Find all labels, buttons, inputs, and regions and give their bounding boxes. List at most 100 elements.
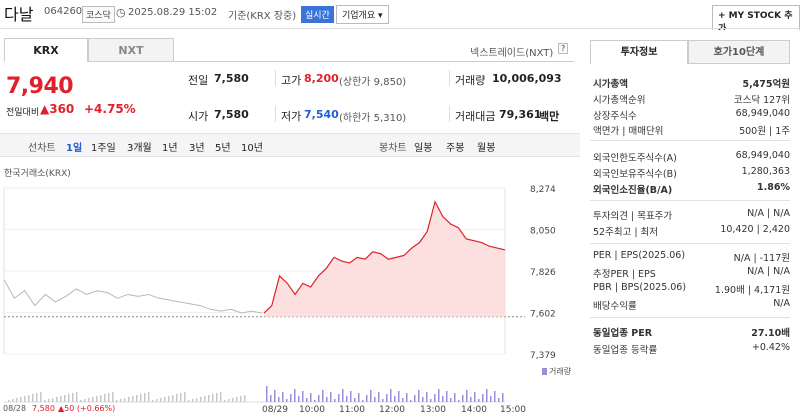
volume-bar [236, 397, 238, 402]
volume-bar [310, 393, 312, 402]
volume-bar [398, 391, 400, 402]
period-monthly-candle[interactable]: 월봉 [477, 143, 496, 154]
period-1day[interactable]: 1일 [66, 143, 83, 154]
datetime: 2025.08.29 15:02 [128, 7, 218, 18]
volume-bar [176, 394, 178, 402]
volume-bar [208, 395, 210, 402]
volume-bar [196, 398, 198, 402]
upper-limit: (상한가 9,850) [339, 77, 407, 88]
volume-bar [454, 393, 456, 402]
period-1year[interactable]: 1년 [162, 143, 178, 154]
foreign-limit-label: 외국인한도주식수(A) [593, 153, 677, 164]
volume-bar [370, 390, 372, 402]
volume-bar [152, 400, 154, 402]
x-tick-label: 13:00 [420, 405, 446, 415]
volume-bar [358, 393, 360, 402]
period-10years[interactable]: 10년 [241, 143, 263, 154]
pbr-label: PBR | BPS(2025.06) [593, 282, 687, 293]
volume-bar [418, 390, 420, 402]
x-tick-label: 08/29 [262, 405, 288, 415]
tab-invest-info[interactable]: 투자정보 [590, 40, 688, 64]
divider [590, 200, 790, 201]
tab-nxt[interactable]: NXT [88, 38, 174, 62]
tab-krx[interactable]: KRX [4, 38, 88, 62]
sector-rate-label[interactable]: 동일업종 등락률 [593, 345, 658, 356]
prev-value: 7,580 [214, 72, 249, 85]
volume-bar [430, 399, 432, 402]
period-daily-candle[interactable]: 일봉 [414, 143, 433, 154]
volume-bar [148, 392, 150, 402]
volume-bar [12, 399, 14, 402]
line-chart-label: 선차트 [28, 143, 56, 154]
shares-value: 68,949,040 [735, 108, 790, 119]
market-cap-value: 5,475억원 [742, 79, 790, 90]
volume-bar [414, 395, 416, 402]
volume-bar [474, 392, 476, 402]
foreign-hold-value: 1,280,363 [741, 166, 790, 177]
volume-bar [136, 395, 138, 402]
volume-bar [96, 396, 98, 402]
volume-bar [92, 397, 94, 402]
x-tick-label: 10:00 [299, 405, 325, 415]
volume-bar [124, 398, 126, 402]
dividend-label: 배당수익률 [593, 301, 637, 312]
52week-value: 10,420 | 2,420 [720, 224, 790, 235]
tab-ask-10[interactable]: 호가10단계 [688, 40, 790, 64]
volume-bar [168, 396, 170, 402]
volume-bar [266, 386, 268, 402]
side-panel [584, 30, 800, 419]
foreign-ratio-value: 1.86% [757, 182, 790, 193]
shares-label: 상장주식수 [593, 111, 637, 122]
volume-bar [164, 397, 166, 402]
volume-bar [216, 393, 218, 402]
period-5years[interactable]: 5년 [215, 143, 231, 154]
volume-bar [470, 397, 472, 402]
volume-bar [490, 396, 492, 402]
volume-bar [422, 397, 424, 402]
y-tick-label: 7,602 [530, 310, 556, 320]
volume-bar [24, 396, 26, 402]
company-overview-button[interactable]: 기업개요 ▾ [336, 5, 389, 24]
volume-bar [466, 390, 468, 402]
footer-prev-change: ▲50 (+0.66%) [58, 404, 116, 413]
open-label: 시가 [188, 110, 209, 123]
volume-bar [278, 397, 280, 402]
prev-day-line [3, 279, 263, 314]
help-icon[interactable]: ? [558, 43, 569, 54]
high-value: 8,200 [304, 72, 339, 85]
amount-label: 거래대금 [455, 110, 496, 123]
divider [590, 317, 790, 318]
foreign-ratio-label: 외국인소진율(B/A) [593, 185, 673, 196]
volume-bar [486, 389, 488, 402]
volume-bar [72, 393, 74, 402]
volume-bar [290, 394, 292, 402]
sector-per-label[interactable]: 동일업종 PER [593, 328, 653, 339]
stock-name: 다날 [4, 5, 34, 24]
realtime-badge[interactable]: 실시간 [301, 6, 334, 23]
dividend-value: N/A [773, 298, 790, 309]
volume-bar [354, 398, 356, 402]
volume-bar [8, 400, 10, 402]
volume-bar [120, 399, 122, 402]
52week-label: 52주최고 | 최저 [593, 227, 659, 238]
period-3years[interactable]: 3년 [189, 143, 205, 154]
volume-bar [362, 400, 364, 402]
volume-bar [44, 400, 46, 402]
period-bar [0, 133, 580, 157]
volume-bar [56, 397, 58, 402]
divider [449, 70, 450, 86]
volume-bar [286, 399, 288, 402]
period-weekly-candle[interactable]: 주봉 [446, 143, 465, 154]
volume-legend-swatch [542, 367, 547, 376]
period-1week[interactable]: 1주일 [91, 143, 116, 154]
volume-bar [20, 397, 22, 402]
volume-bar [240, 396, 242, 402]
per-value: N/A | -117원 [733, 253, 790, 264]
clock-icon: ◷ [116, 6, 126, 19]
x-tick-label: 14:00 [461, 405, 487, 415]
volume-bar [302, 391, 304, 402]
amount-unit: 백만 [539, 110, 560, 123]
volume-bar [322, 390, 324, 402]
period-3months[interactable]: 3개월 [127, 143, 152, 154]
volume-bar [84, 399, 86, 402]
